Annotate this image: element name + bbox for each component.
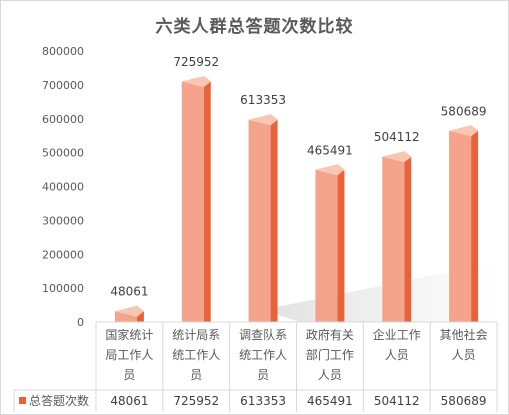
data-label: 48061: [110, 285, 148, 299]
category-label: 员: [257, 368, 269, 382]
category-label: 人员: [318, 368, 342, 382]
category-label: 统工作人: [239, 348, 287, 362]
table-value: 725952: [173, 394, 219, 408]
category-label: 局工作人: [105, 348, 153, 362]
y-tick-label: 600000: [42, 113, 84, 126]
y-tick-label: 400000: [42, 181, 84, 194]
table-value: 465491: [307, 394, 353, 408]
data-label: 504112: [374, 130, 420, 144]
bar-top: [248, 114, 278, 126]
bar-top: [315, 164, 345, 176]
table-value: 613353: [240, 394, 286, 408]
y-tick-label: 200000: [42, 248, 84, 261]
bar-top: [449, 125, 479, 137]
category-label: 国家统计: [105, 327, 153, 342]
data-label: 465491: [307, 143, 353, 157]
bar-front: [382, 151, 405, 322]
bar-front: [248, 114, 271, 322]
category-label: 统计局系: [172, 328, 220, 342]
bar[interactable]: [315, 164, 345, 322]
chart-title: 六类人群总答题次数比较: [155, 17, 354, 37]
y-tick-label: 500000: [42, 147, 84, 160]
bar[interactable]: [114, 305, 144, 322]
bar-front: [181, 76, 204, 322]
data-label: 613353: [240, 93, 286, 107]
bar-front: [449, 125, 472, 323]
bar-top: [114, 305, 144, 317]
bar-side: [337, 164, 345, 322]
category-label: 员: [190, 368, 202, 382]
y-tick-label: 700000: [42, 79, 84, 92]
category-label: 统工作人: [172, 348, 220, 362]
category-label: 部门工作: [306, 347, 354, 362]
category-label: 其他社会: [440, 327, 488, 342]
bar[interactable]: [248, 114, 278, 322]
category-label: 企业工作: [373, 327, 421, 342]
bar-top: [382, 151, 412, 163]
bar-side: [404, 151, 412, 322]
category-label: 人员: [452, 348, 476, 362]
table-value: 580689: [441, 394, 487, 408]
bar[interactable]: [382, 151, 412, 322]
category-label: 政府有关: [306, 327, 354, 342]
y-tick-label: 300000: [42, 214, 84, 227]
data-label: 725952: [173, 55, 219, 69]
legend-label: 总答题次数: [29, 393, 89, 408]
bar[interactable]: [181, 76, 211, 322]
table-value: 48061: [110, 394, 148, 408]
category-label: 人员: [385, 348, 409, 362]
category-label: 员: [123, 368, 135, 382]
y-tick-label: 800000: [42, 45, 84, 58]
y-tick-label: 100000: [42, 282, 84, 295]
y-tick-label: 0: [77, 316, 84, 329]
bar-side: [203, 76, 211, 322]
table-value: 504112: [374, 394, 420, 408]
bar-side: [471, 125, 479, 323]
bar[interactable]: [449, 125, 479, 323]
bar-front: [315, 164, 338, 322]
bar-side: [270, 114, 278, 322]
category-label: 调查队系: [239, 327, 287, 342]
legend-swatch: [19, 397, 26, 404]
data-label: 580689: [441, 104, 487, 118]
bar-top: [181, 76, 211, 88]
